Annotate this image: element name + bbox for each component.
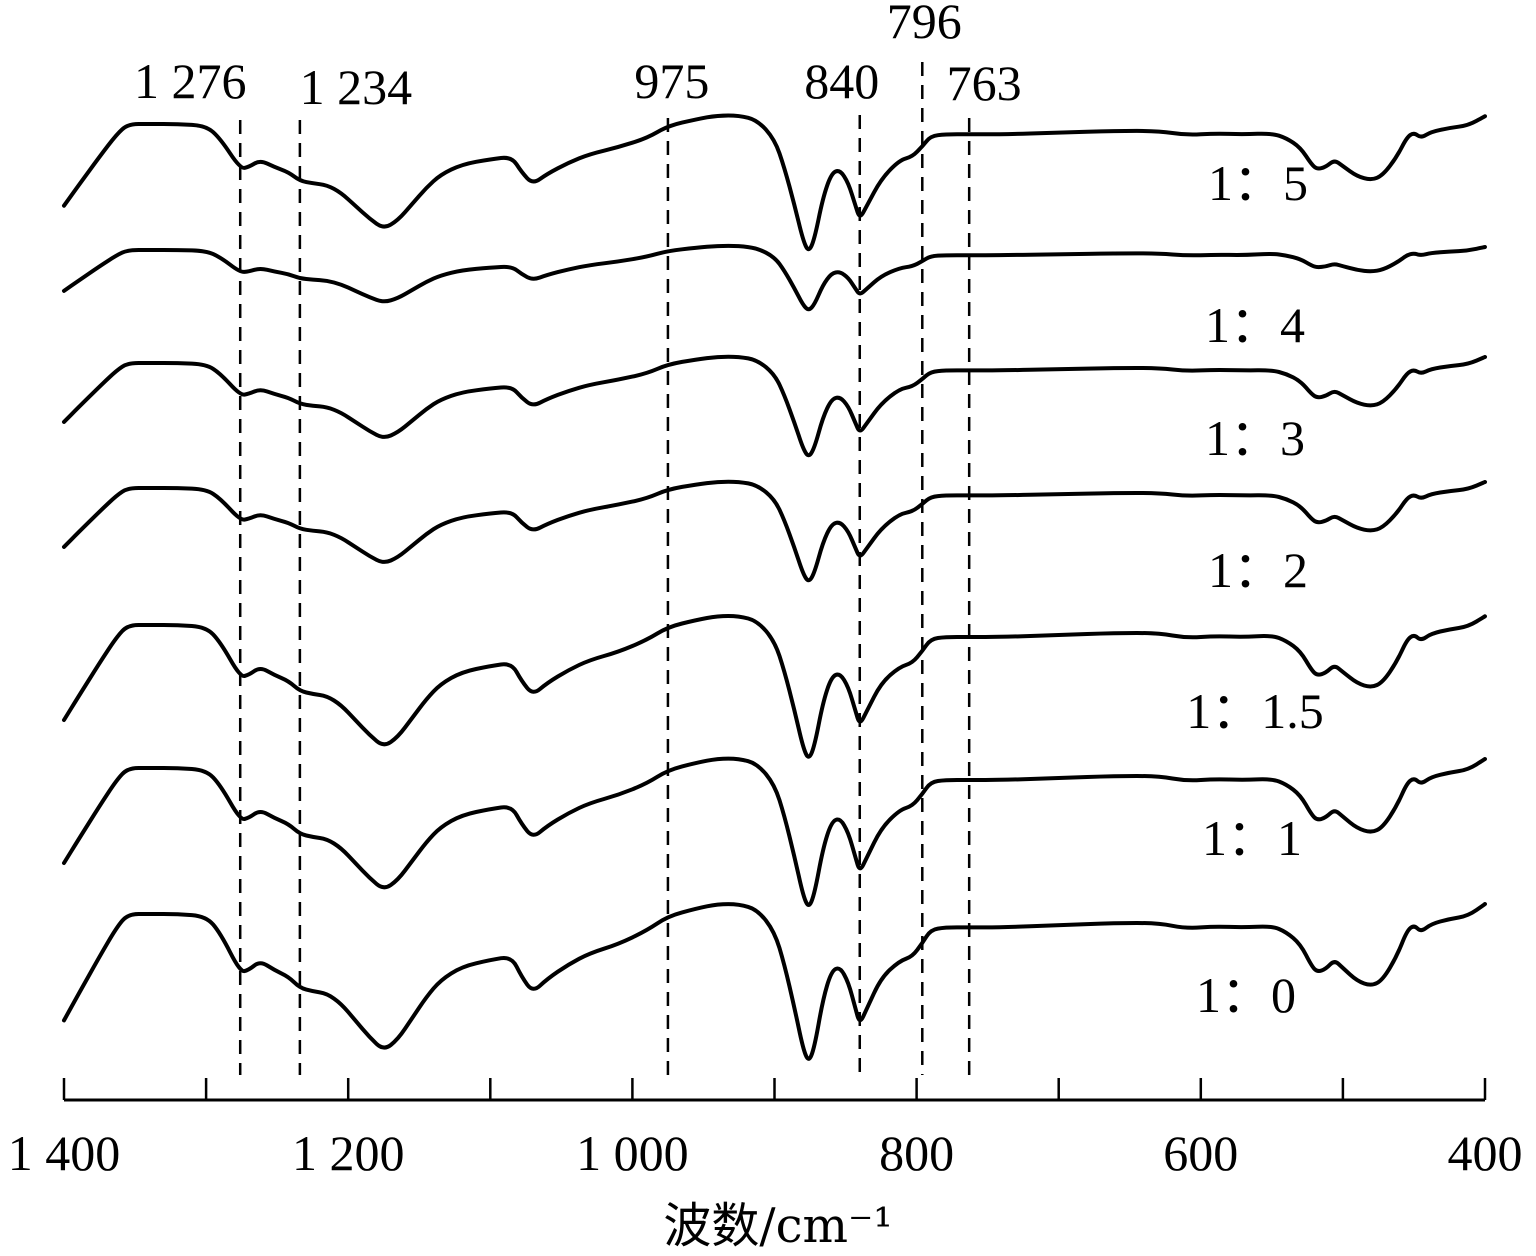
series-label: 1：2 bbox=[1208, 542, 1308, 598]
x-tick-label: 600 bbox=[1163, 1125, 1238, 1181]
series-label: 1：3 bbox=[1205, 410, 1305, 466]
spectra-series bbox=[62, 113, 1488, 1061]
x-axis: 1 400 1 200 1 000 800 600 400 bbox=[8, 1078, 1523, 1181]
x-tick-label: 1 400 bbox=[8, 1125, 121, 1181]
series-label: 1：4 bbox=[1205, 297, 1305, 353]
reference-line-label: 763 bbox=[947, 55, 1022, 111]
reference-line-label: 1 234 bbox=[300, 59, 413, 115]
series-line bbox=[62, 354, 1488, 458]
reference-line-label: 1 276 bbox=[134, 53, 247, 109]
series-label: 1：1 bbox=[1202, 810, 1302, 866]
series-line bbox=[62, 756, 1488, 907]
x-tick-label: 400 bbox=[1448, 1125, 1523, 1181]
x-axis-title: 波数/cm⁻¹ bbox=[663, 1198, 892, 1254]
series-label: 1：1.5 bbox=[1186, 683, 1324, 739]
series-line bbox=[62, 479, 1488, 583]
reference-line-label: 975 bbox=[634, 53, 709, 109]
reference-line-label: 840 bbox=[804, 53, 879, 109]
series-line bbox=[62, 113, 1488, 252]
x-tick-label: 1 000 bbox=[576, 1125, 689, 1181]
x-tick-label: 1 200 bbox=[292, 1125, 405, 1181]
series-labels: 1：5 1：4 1：3 1：2 1：1.5 1：1 1：0 bbox=[1186, 155, 1324, 1023]
series-label: 1：0 bbox=[1196, 967, 1296, 1023]
x-tick-label: 800 bbox=[879, 1125, 954, 1181]
series-line bbox=[62, 243, 1488, 312]
series-label: 1：5 bbox=[1208, 155, 1308, 211]
series-line bbox=[62, 614, 1488, 759]
series-line bbox=[62, 902, 1488, 1061]
reference-line-label: 796 bbox=[887, 0, 962, 49]
